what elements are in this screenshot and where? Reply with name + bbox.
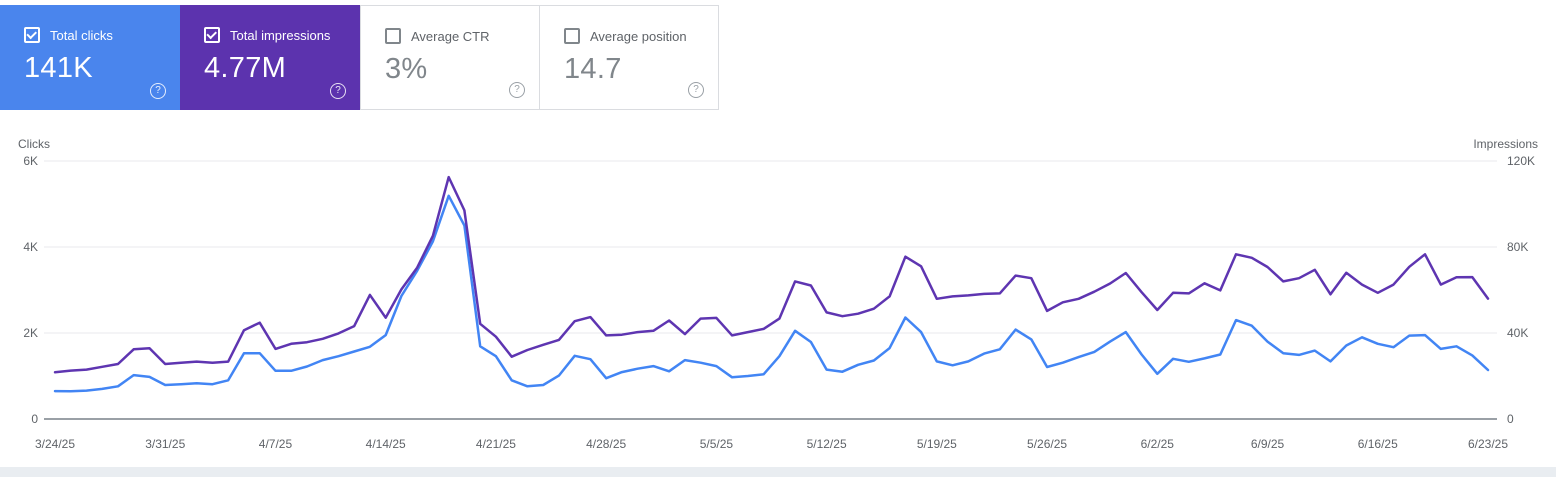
help-icon[interactable]: ? (330, 83, 346, 99)
metric-card-average-ctr[interactable]: Average CTR 3% ? (360, 5, 540, 110)
help-icon[interactable]: ? (509, 82, 525, 98)
metric-card-value: 14.7 (564, 53, 622, 85)
x-axis-tick: 5/5/25 (700, 437, 734, 451)
metric-cards-row: Total clicks 141K ? Total impressions 4.… (0, 5, 719, 110)
right-axis-title: Impressions (1473, 137, 1538, 151)
bottom-divider-strip (0, 467, 1556, 477)
x-axis-tick: 6/9/25 (1251, 437, 1285, 451)
metric-card-label: Average CTR (411, 28, 490, 44)
metric-card-average-position[interactable]: Average position 14.7 ? (539, 5, 719, 110)
average-position-checkbox[interactable] (564, 28, 580, 44)
x-axis-tick: 3/31/25 (145, 437, 185, 451)
x-axis-tick: 4/28/25 (586, 437, 626, 451)
right-axis-tick: 80K (1507, 240, 1528, 254)
x-axis-tick: 6/16/25 (1358, 437, 1398, 451)
metric-card-label: Average position (590, 28, 687, 44)
x-axis-tick: 4/21/25 (476, 437, 516, 451)
left-axis-title: Clicks (18, 137, 50, 151)
metric-card-label: Total impressions (230, 27, 331, 43)
total-clicks-checkbox[interactable] (24, 27, 40, 43)
average-ctr-checkbox[interactable] (385, 28, 401, 44)
help-icon[interactable]: ? (688, 82, 704, 98)
right-axis-tick: 40K (1507, 326, 1528, 340)
chart-gridlines (44, 160, 1497, 420)
x-axis-tick: 6/23/25 (1468, 437, 1508, 451)
x-axis-tick: 5/19/25 (917, 437, 957, 451)
metric-card-value: 141K (24, 52, 93, 84)
metric-card-total-clicks[interactable]: Total clicks 141K ? (0, 5, 180, 110)
x-axis-tick: 4/7/25 (259, 437, 293, 451)
x-axis-tick: 3/24/25 (35, 437, 75, 451)
clicks-line (53, 194, 1490, 393)
metric-card-total-impressions[interactable]: Total impressions 4.77M ? (180, 5, 360, 110)
left-axis-tick: 0 (31, 412, 38, 426)
right-axis-tick: 0 (1507, 412, 1514, 426)
impressions-line (53, 175, 1490, 374)
help-icon[interactable]: ? (150, 83, 166, 99)
x-axis-tick: 5/26/25 (1027, 437, 1067, 451)
chart-series-lines (53, 175, 1490, 393)
x-axis-tick: 4/14/25 (366, 437, 406, 451)
chart-tick-labels: 0 0 2K 40K 4K 80K 6K 120K 3/24/25 3/31/25 4/7/25 4/… (23, 154, 1535, 451)
left-axis-tick: 4K (23, 240, 38, 254)
left-axis-tick: 2K (23, 326, 38, 340)
metric-card-label: Total clicks (50, 27, 113, 43)
performance-line-chart[interactable]: Clicks Impressions 0 0 2K 40K 4K 80K 6K 120K 3/2… (0, 130, 1556, 470)
metric-card-value: 3% (385, 53, 428, 85)
metric-card-value: 4.77M (204, 52, 287, 84)
x-axis-tick: 6/2/25 (1141, 437, 1175, 451)
total-impressions-checkbox[interactable] (204, 27, 220, 43)
left-axis-tick: 6K (23, 154, 38, 168)
x-axis-tick: 5/12/25 (807, 437, 847, 451)
right-axis-tick: 120K (1507, 154, 1535, 168)
